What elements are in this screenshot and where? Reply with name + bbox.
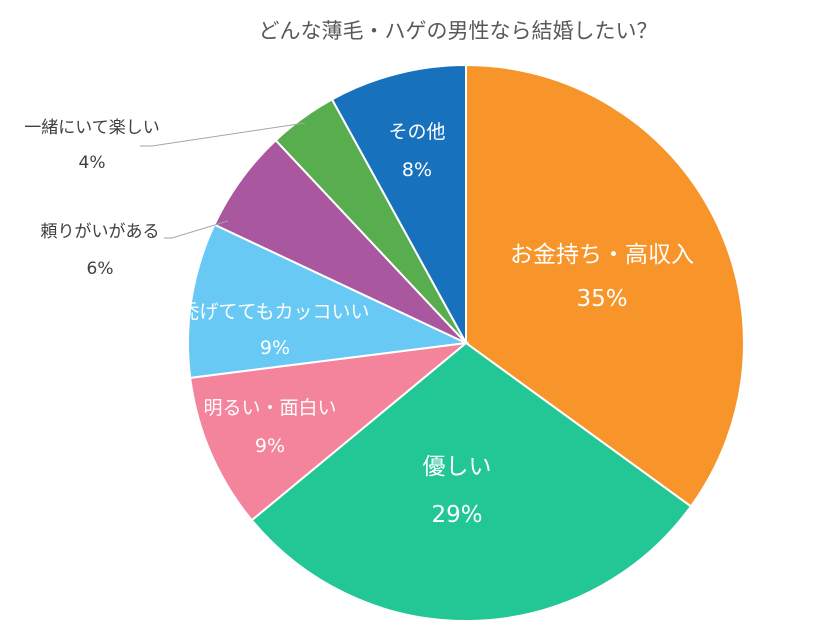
slice-percent-label: 8% <box>402 159 432 181</box>
slice-label: 禿げててもカッコいい <box>180 301 369 323</box>
pie-slice <box>187 223 470 379</box>
slice-label: 頼りがいがある <box>41 222 160 242</box>
slice-percent-label: 4% <box>79 153 106 173</box>
pie-slice <box>189 341 470 522</box>
pie-slice <box>250 341 693 622</box>
leader-line <box>140 122 306 147</box>
slice-percent-label: 29% <box>431 502 482 528</box>
slice-percent-label: 9% <box>255 435 285 457</box>
slice-label: お金持ち・高収入 <box>510 242 694 268</box>
slice-percent-label: 9% <box>260 337 290 359</box>
slice-label: 一緒にいて楽しい <box>24 118 160 138</box>
slice-label: 優しい <box>423 454 492 480</box>
slice-label: 明るい・面白い <box>203 397 336 419</box>
pie-slice <box>465 63 745 508</box>
leader-line <box>164 220 229 239</box>
pie-slice <box>330 63 467 344</box>
slice-label: その他 <box>388 121 445 143</box>
slice-percent-label: 6% <box>87 259 114 279</box>
slice-percent-label: 35% <box>576 286 627 312</box>
chart-title: どんな薄毛・ハゲの男性なら結婚したい？ <box>259 19 658 43</box>
